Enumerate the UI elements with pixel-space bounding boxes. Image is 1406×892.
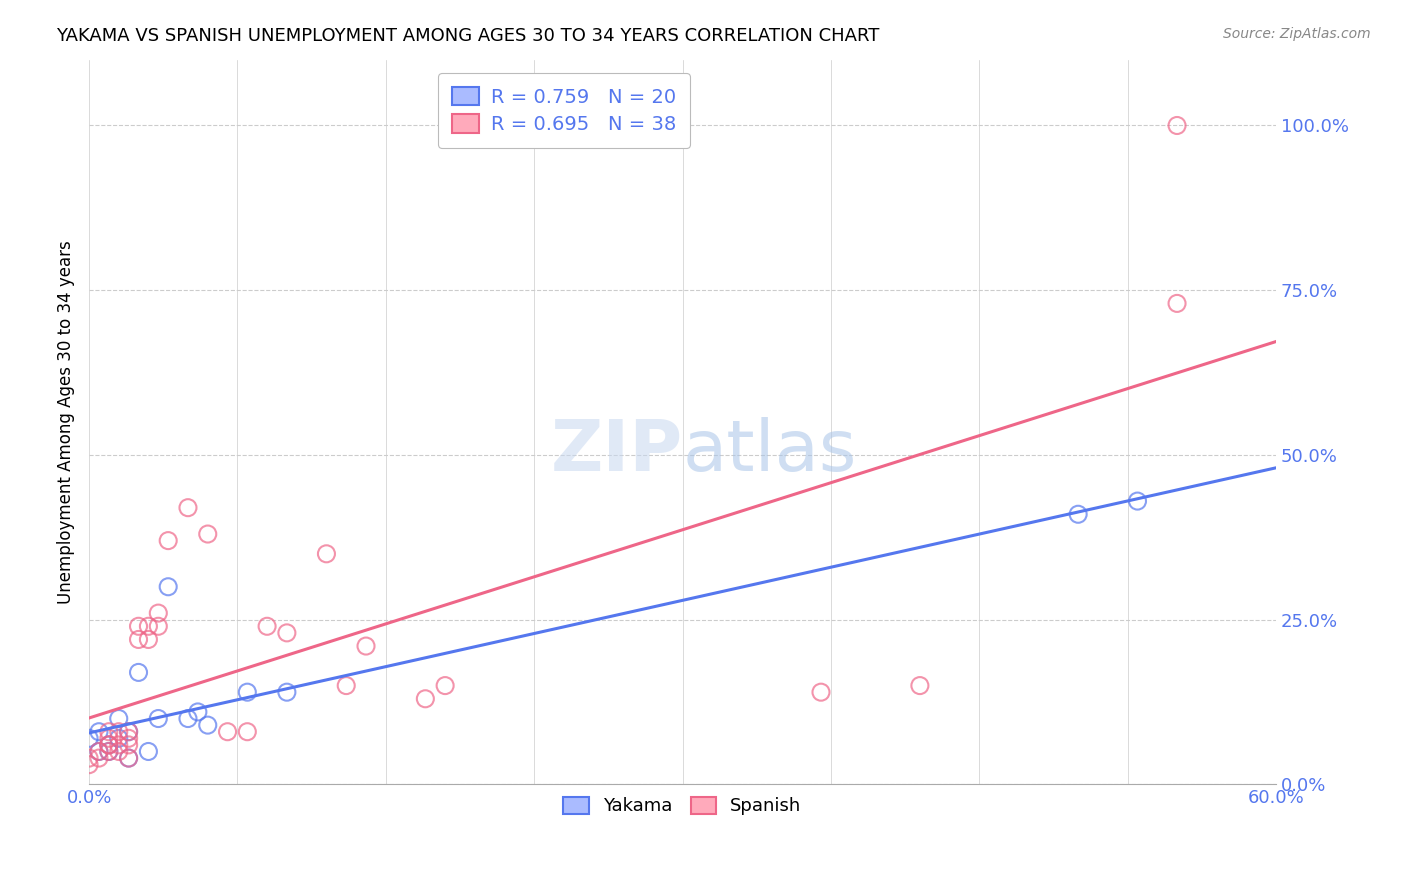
Point: [107, 744, 129, 758]
Point: [138, 619, 160, 633]
Point: [157, 580, 180, 594]
Point: [97, 738, 120, 752]
Point: [97, 724, 120, 739]
Point: [256, 619, 278, 633]
Point: [434, 679, 457, 693]
Point: [87, 724, 110, 739]
Point: [177, 500, 200, 515]
Point: [97, 731, 120, 746]
Point: [148, 606, 170, 620]
Point: [1166, 296, 1188, 310]
Legend: Yakama, Spanish: Yakama, Spanish: [553, 786, 813, 826]
Point: [157, 533, 180, 548]
Point: [1126, 494, 1149, 508]
Point: [97, 744, 120, 758]
Point: [335, 679, 357, 693]
Point: [117, 731, 139, 746]
Point: [77, 731, 100, 746]
Point: [197, 527, 219, 541]
Point: [148, 619, 170, 633]
Point: [187, 705, 209, 719]
Point: [107, 712, 129, 726]
Point: [415, 691, 437, 706]
Point: [117, 738, 139, 752]
Point: [1067, 508, 1090, 522]
Point: [236, 685, 259, 699]
Point: [908, 679, 931, 693]
Point: [354, 639, 377, 653]
Point: [128, 665, 150, 680]
Point: [236, 724, 259, 739]
Point: [217, 724, 239, 739]
Point: [77, 757, 100, 772]
Text: atlas: atlas: [682, 417, 856, 485]
Point: [810, 685, 832, 699]
Point: [87, 744, 110, 758]
Y-axis label: Unemployment Among Ages 30 to 34 years: Unemployment Among Ages 30 to 34 years: [58, 240, 75, 604]
Point: [315, 547, 337, 561]
Point: [117, 751, 139, 765]
Point: [148, 712, 170, 726]
Point: [276, 685, 298, 699]
Point: [276, 625, 298, 640]
Point: [107, 731, 129, 746]
Point: [128, 632, 150, 647]
Point: [128, 619, 150, 633]
Point: [117, 724, 139, 739]
Point: [107, 738, 129, 752]
Point: [87, 744, 110, 758]
Point: [97, 744, 120, 758]
Point: [117, 724, 139, 739]
Point: [1166, 119, 1188, 133]
Text: Source: ZipAtlas.com: Source: ZipAtlas.com: [1223, 27, 1371, 41]
Point: [197, 718, 219, 732]
Point: [117, 751, 139, 765]
Point: [107, 724, 129, 739]
Text: ZIP: ZIP: [550, 417, 682, 485]
Point: [87, 751, 110, 765]
Point: [97, 738, 120, 752]
Point: [138, 744, 160, 758]
Point: [77, 751, 100, 765]
Point: [138, 632, 160, 647]
Point: [97, 738, 120, 752]
Point: [177, 712, 200, 726]
Text: YAKAMA VS SPANISH UNEMPLOYMENT AMONG AGES 30 TO 34 YEARS CORRELATION CHART: YAKAMA VS SPANISH UNEMPLOYMENT AMONG AGE…: [56, 27, 880, 45]
